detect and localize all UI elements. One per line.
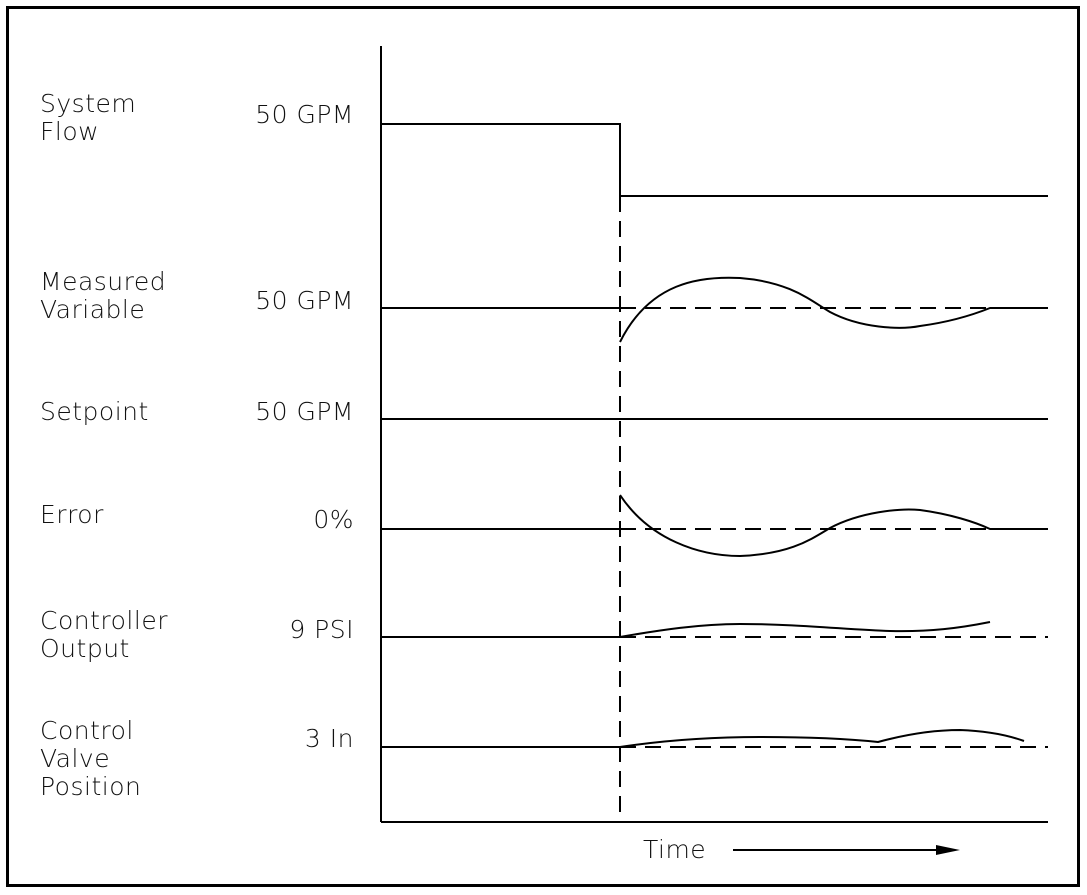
signal-value-measured-variable: 50 GPM [255,286,354,315]
signal-name-setpoint: Setpoint [40,397,149,426]
signal-value-controller-output: 9 PSI [289,615,354,644]
time-arrow-head [936,845,960,855]
signal-name-controller-output: Controller Output [40,606,168,663]
x-axis-label: Time [643,835,707,864]
signal-value-error: 0% [313,505,354,534]
signal-name-measured-variable: Measured Variable [40,267,167,324]
signal-name-control-valve-position: Control Valve Position [40,716,142,801]
signal-value-system-flow: 50 GPM [255,100,354,129]
controller-output-trace [619,621,991,638]
signal-name-error: Error [40,500,104,529]
signal-name-system-flow: System Flow [40,89,137,146]
error-trace [619,494,1048,558]
valve-position-trace [619,728,1025,748]
signal-value-control-valve-position: 3 In [304,724,354,753]
measured-variable-trace [619,276,1048,343]
system-flow-trace [381,123,1048,197]
signal-value-setpoint: 50 GPM [255,397,354,426]
diagram-frame [6,6,1080,887]
